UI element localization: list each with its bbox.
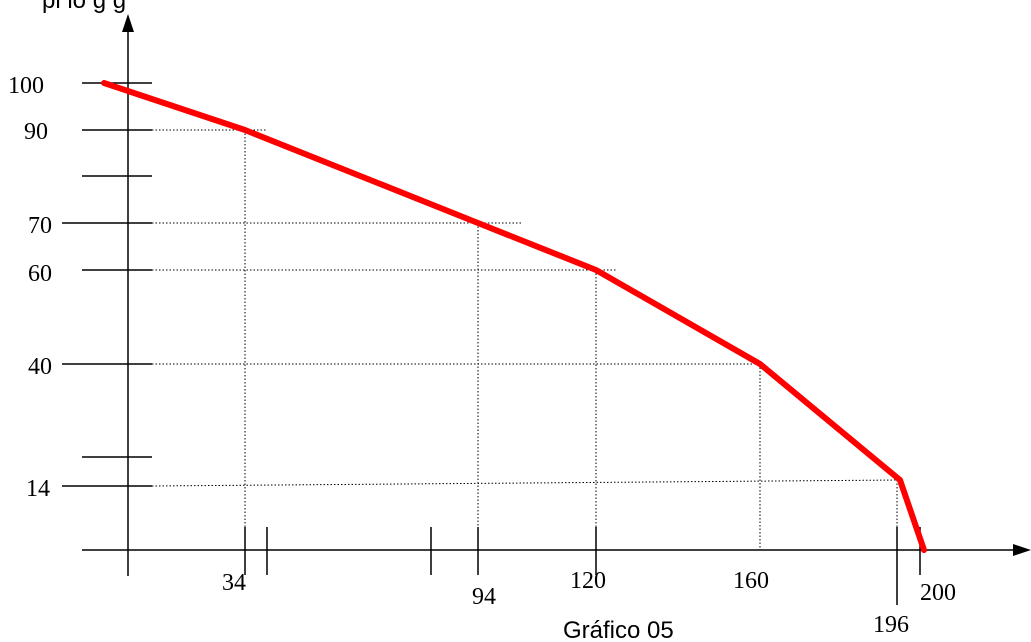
y-tick-label-40: 40 <box>28 354 52 380</box>
y-tick-label-100: 100 <box>8 73 44 99</box>
x-tick-label-200: 200 <box>920 580 956 606</box>
x-axis-ticks <box>244 527 921 605</box>
dotted-guides <box>151 129 901 550</box>
x-tick-label-34: 34 <box>222 570 246 596</box>
y-axis-ticks <box>62 82 152 487</box>
x-tick-label-160: 160 <box>733 568 769 594</box>
y-tick-label-70: 70 <box>28 213 52 239</box>
y-tick-label-14: 14 <box>26 476 50 502</box>
x-axis-arrow <box>1013 544 1031 556</box>
chart-caption: Gráfico 05 <box>563 617 674 642</box>
y-axis-arrow <box>122 14 134 32</box>
x-tick-label-94: 94 <box>472 584 496 610</box>
y-tick-label-90: 90 <box>24 119 48 145</box>
x-tick-label-120: 120 <box>570 568 606 594</box>
series-line <box>101 80 927 553</box>
x-tick-label-196: 196 <box>873 612 909 638</box>
y-tick-label-60: 60 <box>28 261 52 287</box>
guide-h-14 <box>151 479 901 487</box>
top-note-text: pl lo g g <box>42 0 126 14</box>
